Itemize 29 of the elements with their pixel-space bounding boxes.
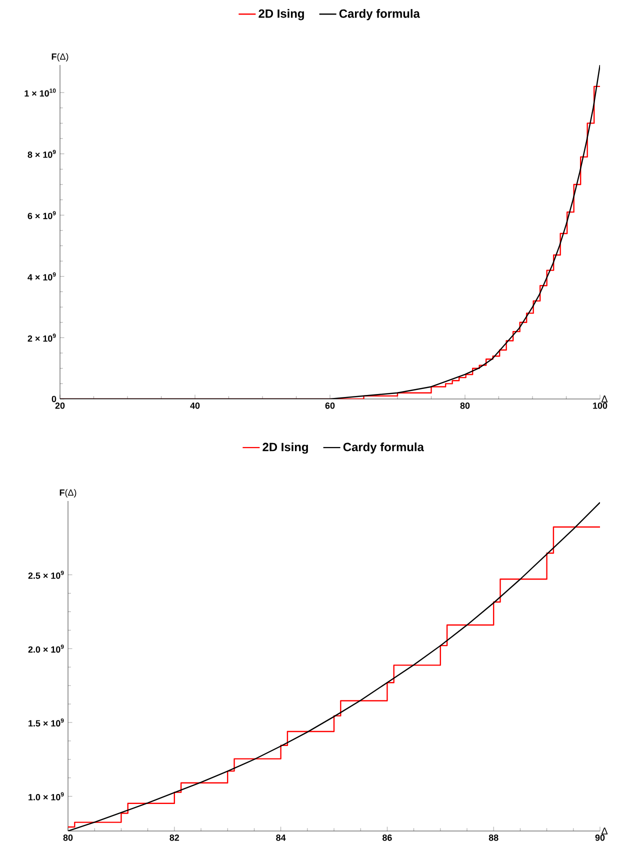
legend-label: Cardy formula [343, 442, 424, 454]
y-tick-label: 8 × 10$^{9}$ [28, 150, 56, 158]
legend-label: Cardy formula [339, 9, 420, 20]
x-tick-label: 86 [382, 834, 392, 841]
x-axis-title: Δ [602, 828, 608, 834]
y-tick-label: 2 × 10$^{9}$ [28, 334, 56, 342]
x-tick-label: 60 [325, 402, 335, 409]
y-axis-title: F(Δ) [52, 53, 68, 62]
legend-label: 2D Ising [258, 9, 304, 20]
y-tick-label: 2.5 × 10$^{9}$ [28, 570, 64, 579]
x-tick-label: 82 [170, 834, 180, 841]
x-tick-label: 90 [595, 834, 605, 841]
y-tick-label: 6 × 10$^{9}$ [28, 211, 56, 220]
x-tick-label: 40 [190, 402, 200, 409]
y-axis-title: F(Δ) [60, 489, 76, 498]
y-tick-label: 1 × 10$^{10}$ [24, 88, 56, 97]
x-tick-label: 80 [460, 402, 470, 409]
y-tick-label: 1.5 × 10$^{9}$ [28, 718, 64, 727]
x-tick-label: 20 [55, 402, 65, 409]
y-tick-label: 1.0 × 10$^{9}$ [28, 792, 64, 800]
legend-label: 2D Ising [262, 442, 308, 454]
y-tick-label: 2.0 × 10$^{9}$ [28, 644, 64, 653]
x-tick-label: 84 [276, 834, 286, 841]
y-tick-label: 4 × 10$^{9}$ [28, 272, 56, 280]
x-tick-label: 100 [593, 402, 608, 409]
x-tick-label: 88 [488, 834, 498, 841]
y-tick-label: 0 [52, 396, 56, 402]
x-tick-label: 80 [63, 834, 73, 841]
x-axis-title: Δ [601, 396, 608, 402]
